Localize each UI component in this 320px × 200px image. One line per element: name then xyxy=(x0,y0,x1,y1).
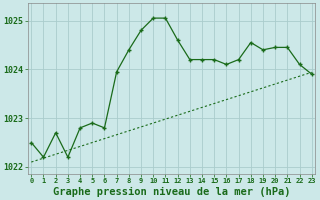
X-axis label: Graphe pression niveau de la mer (hPa): Graphe pression niveau de la mer (hPa) xyxy=(53,186,290,197)
